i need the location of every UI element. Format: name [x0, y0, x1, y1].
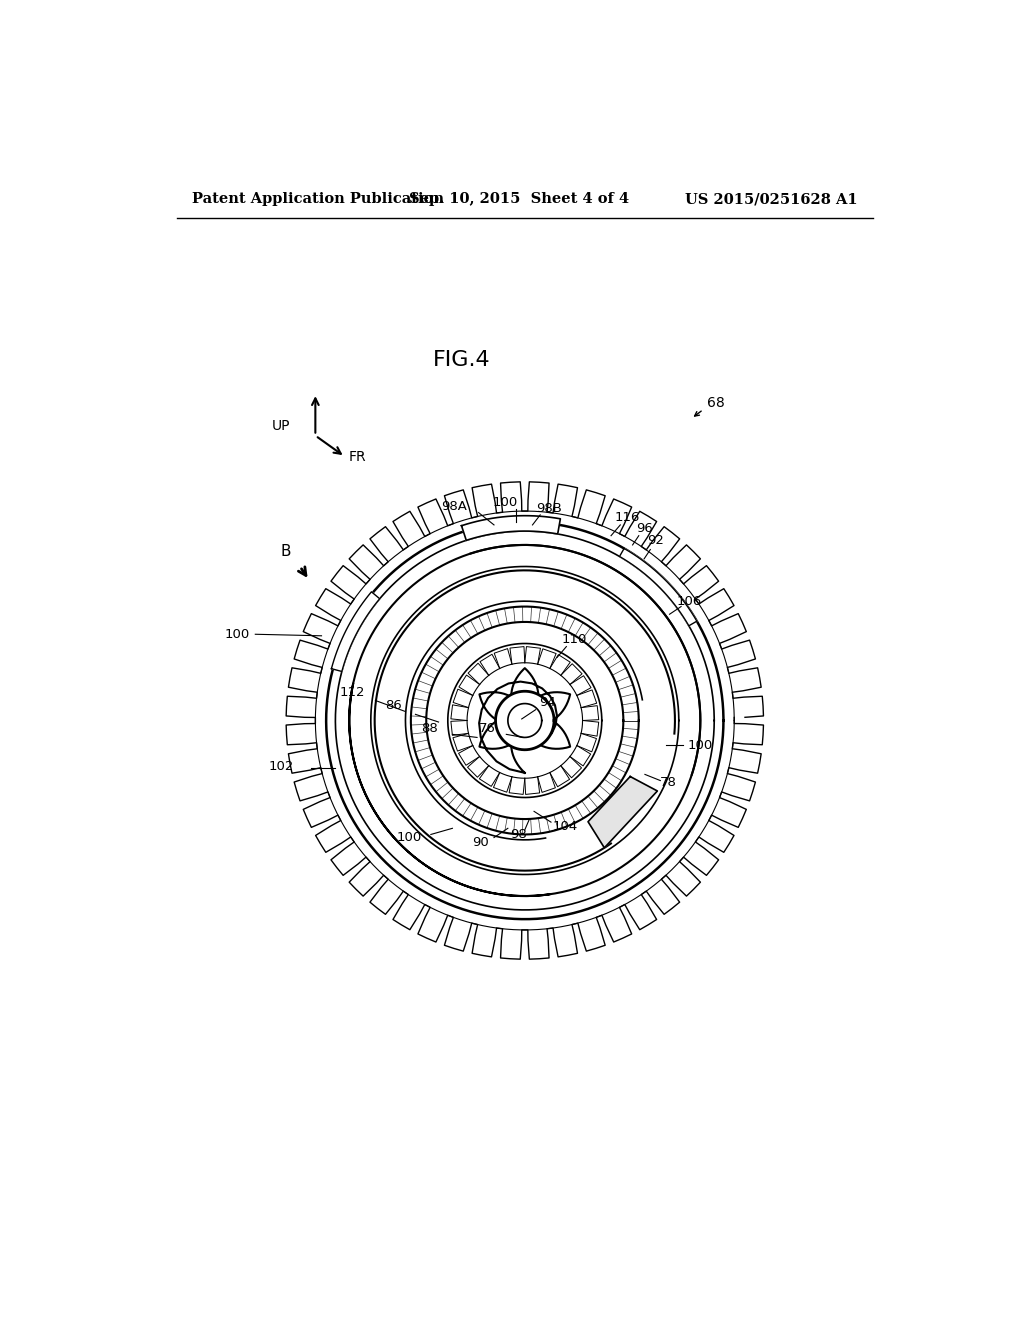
Text: 100: 100 [493, 496, 518, 510]
Polygon shape [508, 704, 542, 738]
Text: 76: 76 [478, 722, 496, 735]
Text: 116: 116 [614, 511, 640, 524]
Text: Sep. 10, 2015  Sheet 4 of 4: Sep. 10, 2015 Sheet 4 of 4 [410, 193, 630, 206]
Text: 98: 98 [510, 828, 527, 841]
Text: 78: 78 [659, 776, 677, 788]
Text: 96: 96 [637, 521, 653, 535]
Polygon shape [411, 607, 639, 834]
Polygon shape [620, 548, 697, 626]
Text: US 2015/0251628 A1: US 2015/0251628 A1 [685, 193, 857, 206]
Polygon shape [371, 566, 679, 874]
Text: 68: 68 [707, 396, 724, 411]
Polygon shape [462, 516, 560, 540]
Polygon shape [315, 511, 734, 929]
Text: 86: 86 [385, 698, 402, 711]
Text: 112: 112 [340, 686, 366, 700]
Text: 88: 88 [421, 722, 437, 735]
Text: 102: 102 [268, 760, 294, 774]
Polygon shape [447, 644, 602, 797]
Polygon shape [479, 668, 570, 774]
Text: 98A: 98A [441, 500, 467, 513]
Polygon shape [496, 692, 554, 750]
Text: 110: 110 [561, 634, 587, 647]
Text: 100: 100 [688, 739, 713, 751]
Polygon shape [332, 591, 380, 672]
Text: 106: 106 [677, 595, 702, 609]
Text: 98B: 98B [537, 502, 562, 515]
Text: UP: UP [272, 420, 291, 433]
Text: 100: 100 [396, 832, 422, 843]
Text: Patent Application Publication: Patent Application Publication [193, 193, 444, 206]
Text: 100: 100 [224, 628, 250, 640]
Text: 104: 104 [552, 820, 578, 833]
Text: 94: 94 [540, 696, 556, 709]
Text: FIG.4: FIG.4 [433, 350, 490, 371]
Polygon shape [588, 776, 657, 847]
Text: 90: 90 [472, 836, 489, 849]
Text: B: B [281, 544, 292, 558]
Polygon shape [326, 521, 724, 919]
Text: 92: 92 [647, 533, 665, 546]
Text: FR: FR [349, 450, 367, 463]
